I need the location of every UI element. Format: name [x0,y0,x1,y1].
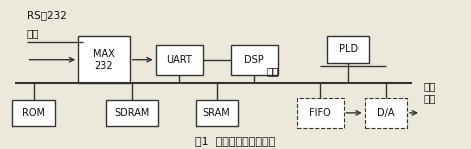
Text: SDRAM: SDRAM [114,108,150,118]
Text: 总线: 总线 [266,67,278,77]
Text: SRAM: SRAM [203,108,231,118]
Bar [156,45,203,74]
Text: D/A: D/A [377,108,395,118]
Bar [195,100,238,126]
Text: 模拟
输出: 模拟 输出 [423,81,436,103]
Text: 图1  系统运行机制示意图: 图1 系统运行机制示意图 [195,136,276,146]
Bar [231,45,278,74]
Text: UART: UART [166,55,192,65]
Text: ROM: ROM [22,108,45,118]
Bar [106,100,158,126]
Bar [365,98,407,128]
Text: MAX
232: MAX 232 [93,49,115,70]
Text: PLD: PLD [339,44,358,54]
Text: FIFO: FIFO [309,108,331,118]
Bar [78,36,130,83]
Text: DSP: DSP [244,55,264,65]
Bar [12,100,55,126]
Bar [327,36,369,63]
Bar [297,98,343,128]
Text: RS－232: RS－232 [26,10,66,20]
Text: 数据: 数据 [26,28,39,38]
